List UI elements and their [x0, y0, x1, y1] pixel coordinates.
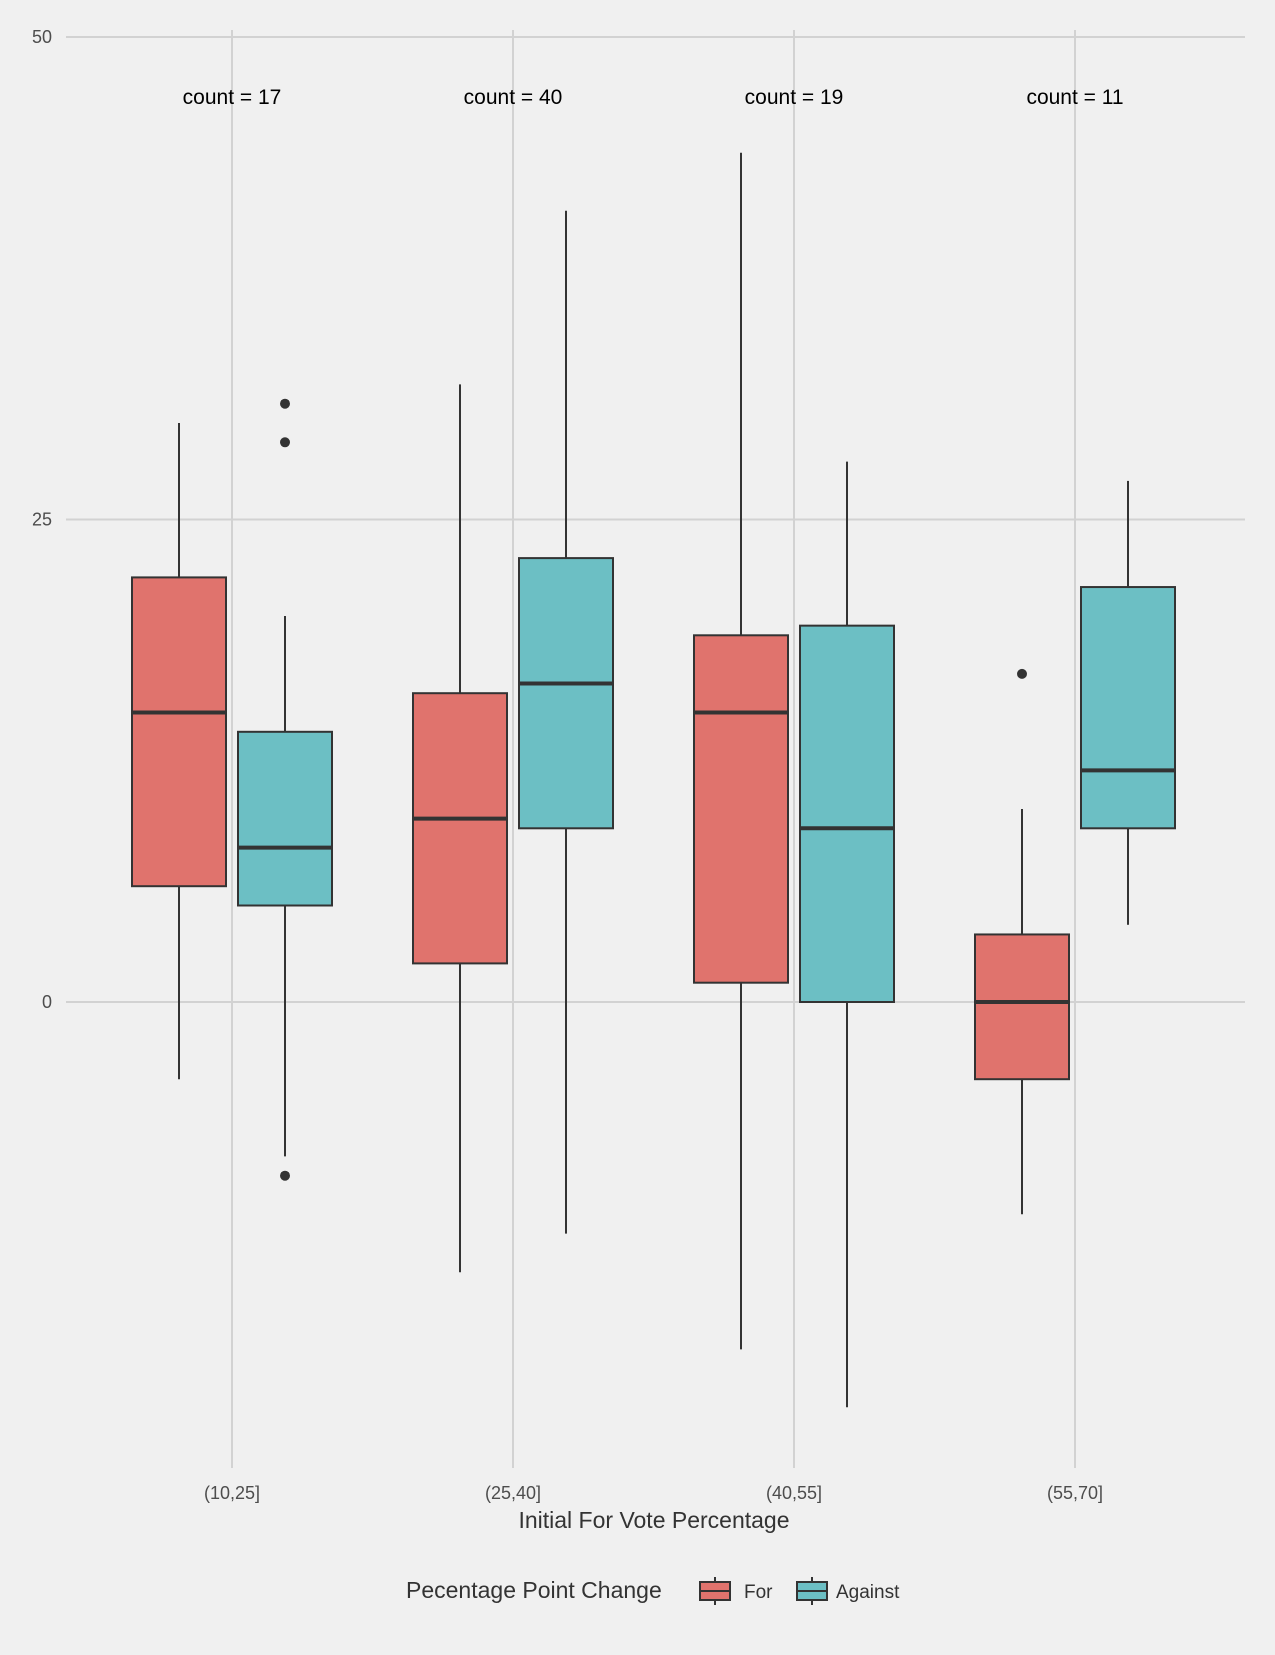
box-against	[799, 624, 895, 1004]
outlier-point-against	[280, 398, 290, 409]
y-tick-label: 25	[32, 510, 52, 530]
legend-label-for: For	[744, 1582, 773, 1603]
x-tick-label: (10,25]	[204, 1483, 260, 1503]
box-for	[412, 692, 508, 965]
y-tick-label: 0	[42, 992, 52, 1012]
count-label: count = 19	[745, 86, 844, 109]
x-tick-label: (25,40]	[485, 1483, 541, 1503]
box-for	[131, 576, 227, 888]
outlier-point-for	[1017, 668, 1027, 679]
legend-label-against: Against	[836, 1582, 900, 1603]
x-tick-label: (55,70]	[1047, 1483, 1103, 1503]
box-against	[237, 730, 333, 907]
box-for	[693, 634, 789, 984]
y-tick-label: 50	[32, 27, 52, 47]
legend-title: Pecentage Point Change	[406, 1577, 662, 1603]
outlier-point-against	[280, 437, 290, 448]
count-label: count = 17	[183, 86, 282, 109]
outlier-point-against	[280, 1170, 290, 1181]
count-label: count = 11	[1026, 86, 1123, 109]
box-against	[518, 557, 614, 830]
x-tick-label: (40,55]	[766, 1483, 822, 1503]
box-against	[1080, 586, 1176, 830]
x-axis-title: Initial For Vote Percentage	[518, 1507, 789, 1533]
count-label: count = 40	[464, 86, 563, 109]
box-for	[974, 933, 1070, 1081]
